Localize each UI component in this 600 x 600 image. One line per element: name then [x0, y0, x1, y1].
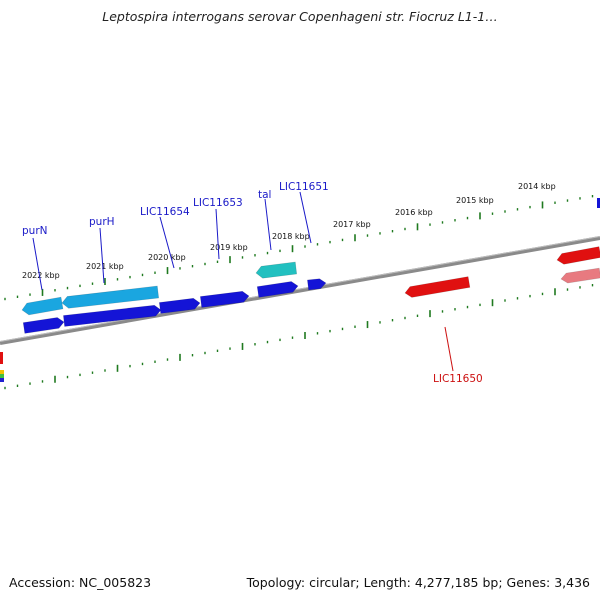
scale-label: 2019 kbp [210, 243, 248, 252]
gene-arrow-purH [61, 285, 160, 309]
gene-fragment-edge [0, 352, 3, 364]
gene-label-line [444, 326, 454, 372]
scale-label: 2017 kbp [333, 220, 371, 229]
gene-arrow-LIC11654 [158, 297, 201, 314]
gene-arrow-LIC11651 [256, 281, 299, 298]
gene-label: LIC11651 [279, 181, 329, 193]
gene-fragment-edge [0, 374, 4, 378]
gene-label-line [264, 198, 272, 251]
gene-arrow-lower [22, 317, 65, 334]
gene-label-line [99, 227, 105, 284]
gene-label: LIC11653 [193, 197, 243, 209]
gene-label: purN [22, 225, 48, 237]
gene-label-line [299, 191, 312, 244]
gene-label: LIC11654 [140, 206, 190, 218]
scale-label: 2015 kbp [456, 196, 494, 205]
genome-summary: Topology: circular; Length: 4,277,185 bp… [246, 575, 590, 590]
genome-backbone [0, 236, 600, 345]
genome-backbone-highlight [0, 236, 600, 342]
gene-fragment-edge [597, 198, 600, 208]
map-title: Leptospira interrogans serovar Copenhage… [102, 9, 498, 24]
gene-arrow-purN [21, 296, 64, 316]
gene-features [0, 198, 600, 382]
scale-ticks-outer [4, 194, 594, 301]
gene-arrow-reverse-edge [556, 246, 600, 265]
gene-arrow-tal [255, 261, 298, 279]
gene-arrow-reverse-edge-light [560, 267, 600, 284]
gene-label-line [32, 237, 43, 291]
gene-label-line [215, 208, 220, 260]
gene-arrow-LIC11653 [199, 290, 250, 308]
gene-label: LIC11650 [433, 373, 483, 385]
scale-label: 2018 kbp [272, 232, 310, 241]
scale-label: 2016 kbp [395, 208, 433, 217]
scale-ticks-inner [4, 283, 594, 390]
scale-label: 2020 kbp [148, 253, 186, 262]
gene-arrow-lower [63, 304, 162, 327]
gene-label-line [159, 216, 175, 269]
gene-fragment-edge [0, 370, 4, 374]
gene-fragment-edge [0, 378, 4, 382]
scale-labels: 2022 kbp 2021 kbp 2020 kbp 2019 kbp 2018 kbp… [22, 182, 556, 280]
gene-label: tal [258, 189, 271, 201]
gene-arrow-small [307, 278, 327, 291]
scale-label: 2021 kbp [86, 262, 124, 271]
gene-label: purH [89, 216, 115, 228]
scale-label: 2014 kbp [518, 182, 556, 191]
scale-label: 2022 kbp [22, 271, 60, 280]
gene-arrow-LIC11650 [404, 276, 471, 298]
accession-text: Accession: NC_005823 [9, 575, 152, 590]
gene-label-lines [32, 191, 454, 372]
